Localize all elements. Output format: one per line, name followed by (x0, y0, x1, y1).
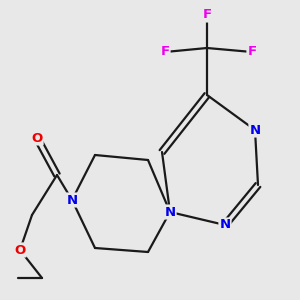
Text: F: F (160, 46, 169, 59)
Text: N: N (219, 218, 231, 232)
Text: N: N (249, 124, 261, 136)
Text: F: F (248, 46, 256, 59)
Text: O: O (32, 131, 43, 145)
Text: O: O (14, 244, 26, 256)
Text: N: N (66, 194, 78, 206)
Text: N: N (164, 206, 175, 218)
Text: F: F (202, 8, 211, 22)
